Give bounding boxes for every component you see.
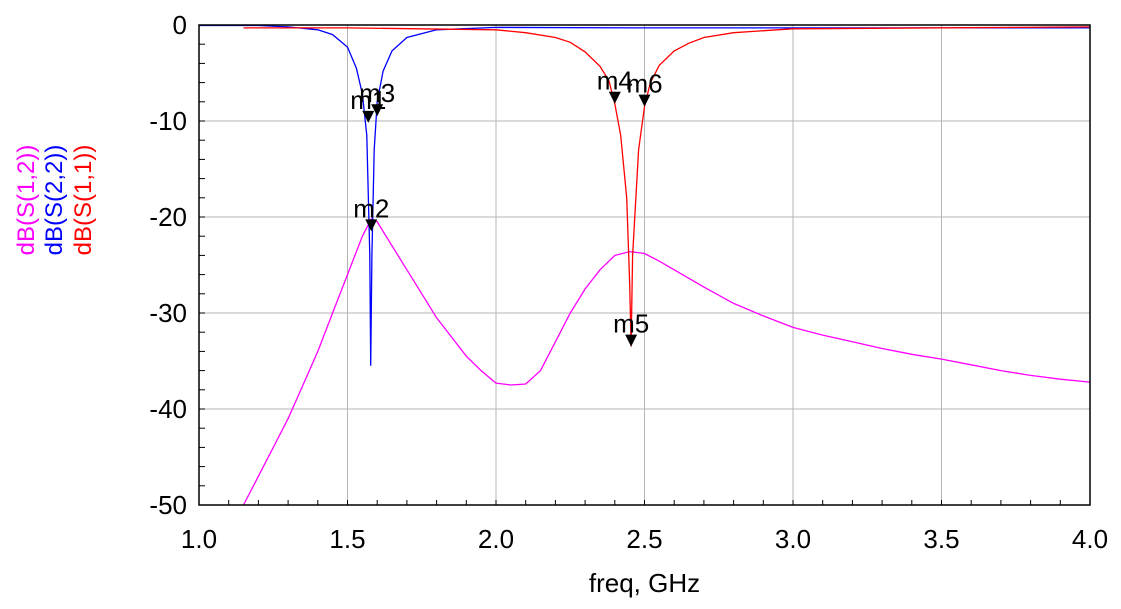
x-tick-label: 4.0	[1072, 524, 1108, 554]
marker-m2-label: m2	[353, 193, 389, 223]
series-line-3	[243, 26, 1091, 347]
y-tick-label: -40	[149, 394, 187, 424]
marker-m6-label: m6	[626, 69, 662, 99]
marker-m5-label: m5	[613, 309, 649, 339]
marker-m4-label: m4	[597, 66, 633, 96]
x-tick-label: 3.5	[923, 524, 959, 554]
y-tick-label: -50	[149, 490, 187, 520]
series-lines	[199, 24, 1091, 506]
series-legend: dB(S(1,2)) dB(S(2,2)) dB(S(1,1))	[13, 145, 97, 256]
series-label-1: dB(S(1,2))	[13, 145, 40, 256]
series-label-2: dB(S(2,2))	[41, 145, 68, 256]
y-tick-label: 0	[173, 10, 187, 40]
x-axis-title: freq, GHz	[589, 568, 700, 598]
series-line-2	[199, 24, 1090, 366]
y-tick-label: -10	[149, 106, 187, 136]
series-line-1	[242, 218, 1091, 506]
x-tick-label: 1.5	[329, 524, 365, 554]
axis-ticks: 1.0 1.5 2.0 2.5 3.0 3.5 4.0 0 -10 -20 -30 -40 -50	[149, 10, 1108, 554]
x-tick-label: 2.5	[626, 524, 662, 554]
x-tick-label: 3.0	[775, 524, 811, 554]
series-label-3: dB(S(1,1))	[70, 145, 97, 256]
x-tick-label: 1.0	[181, 524, 217, 554]
y-tick-label: -20	[149, 202, 187, 232]
y-tick-label: -30	[149, 298, 187, 328]
x-tick-label: 2.0	[478, 524, 514, 554]
marker-m3-label: m3	[359, 78, 395, 108]
